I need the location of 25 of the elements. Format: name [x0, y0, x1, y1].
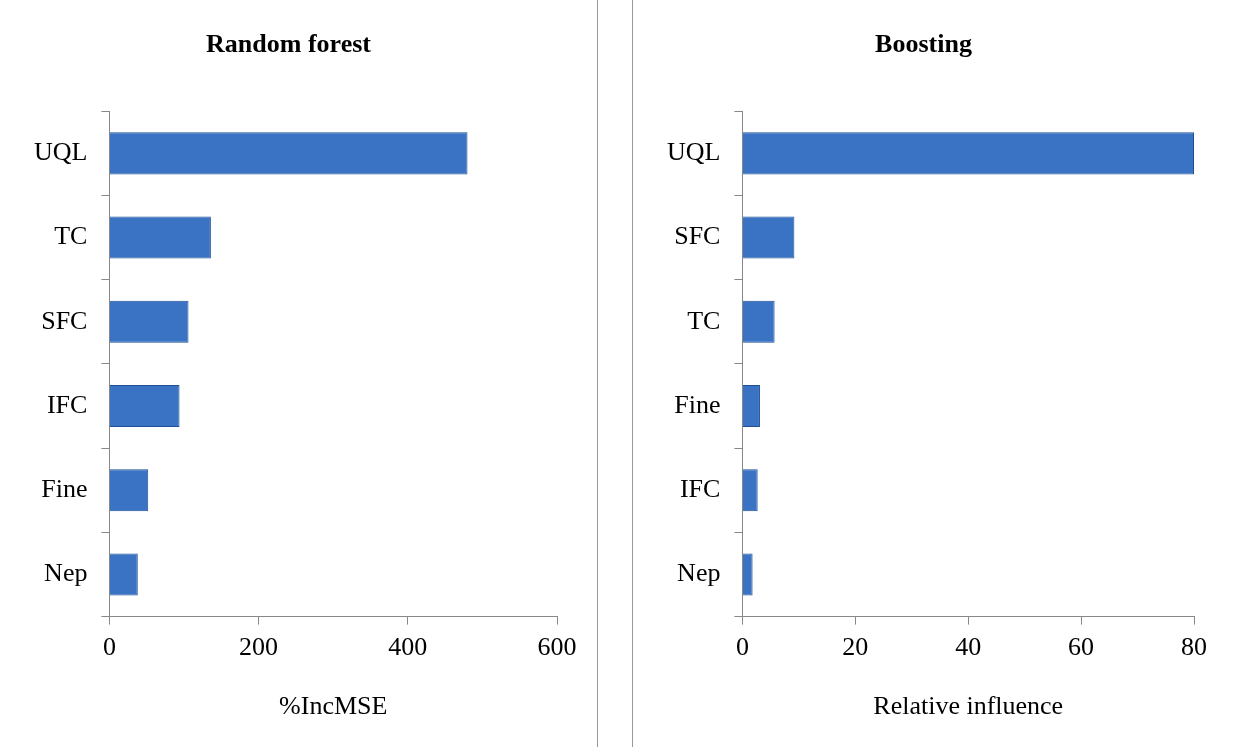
- y-tick-label: Nep: [44, 558, 88, 588]
- chart-title: Boosting: [875, 29, 972, 59]
- y-tick-label: Fine: [41, 474, 88, 504]
- x-tick-label: 40: [955, 632, 982, 662]
- y-tick-label: IFC: [679, 474, 721, 504]
- x-tick-label: 20: [842, 632, 869, 662]
- x-tick-label: 400: [388, 632, 428, 662]
- x-tick-label: 60: [1068, 632, 1095, 662]
- x-tick-label: 80: [1181, 632, 1207, 662]
- y-tick-label: UQL: [667, 137, 721, 167]
- y-tick-label: Fine: [674, 389, 721, 419]
- y-tick-label: TC: [54, 221, 88, 251]
- y-tick-label: TC: [687, 305, 721, 335]
- x-tick-label: 600: [537, 632, 577, 662]
- x-tick-label: 0: [102, 632, 116, 662]
- y-tick-label: SFC: [41, 305, 88, 335]
- y-tick-label: UQL: [34, 137, 88, 167]
- y-tick-label: Nep: [677, 558, 721, 588]
- chart-title: Random forest: [206, 29, 372, 59]
- y-tick-label: SFC: [674, 221, 721, 251]
- x-axis-title: %IncMSE: [279, 691, 388, 721]
- x-axis-title: Relative influence: [873, 691, 1064, 721]
- y-tick-label: IFC: [46, 389, 88, 419]
- x-tick-label: 200: [239, 632, 279, 662]
- x-tick-label: 0: [735, 632, 749, 662]
